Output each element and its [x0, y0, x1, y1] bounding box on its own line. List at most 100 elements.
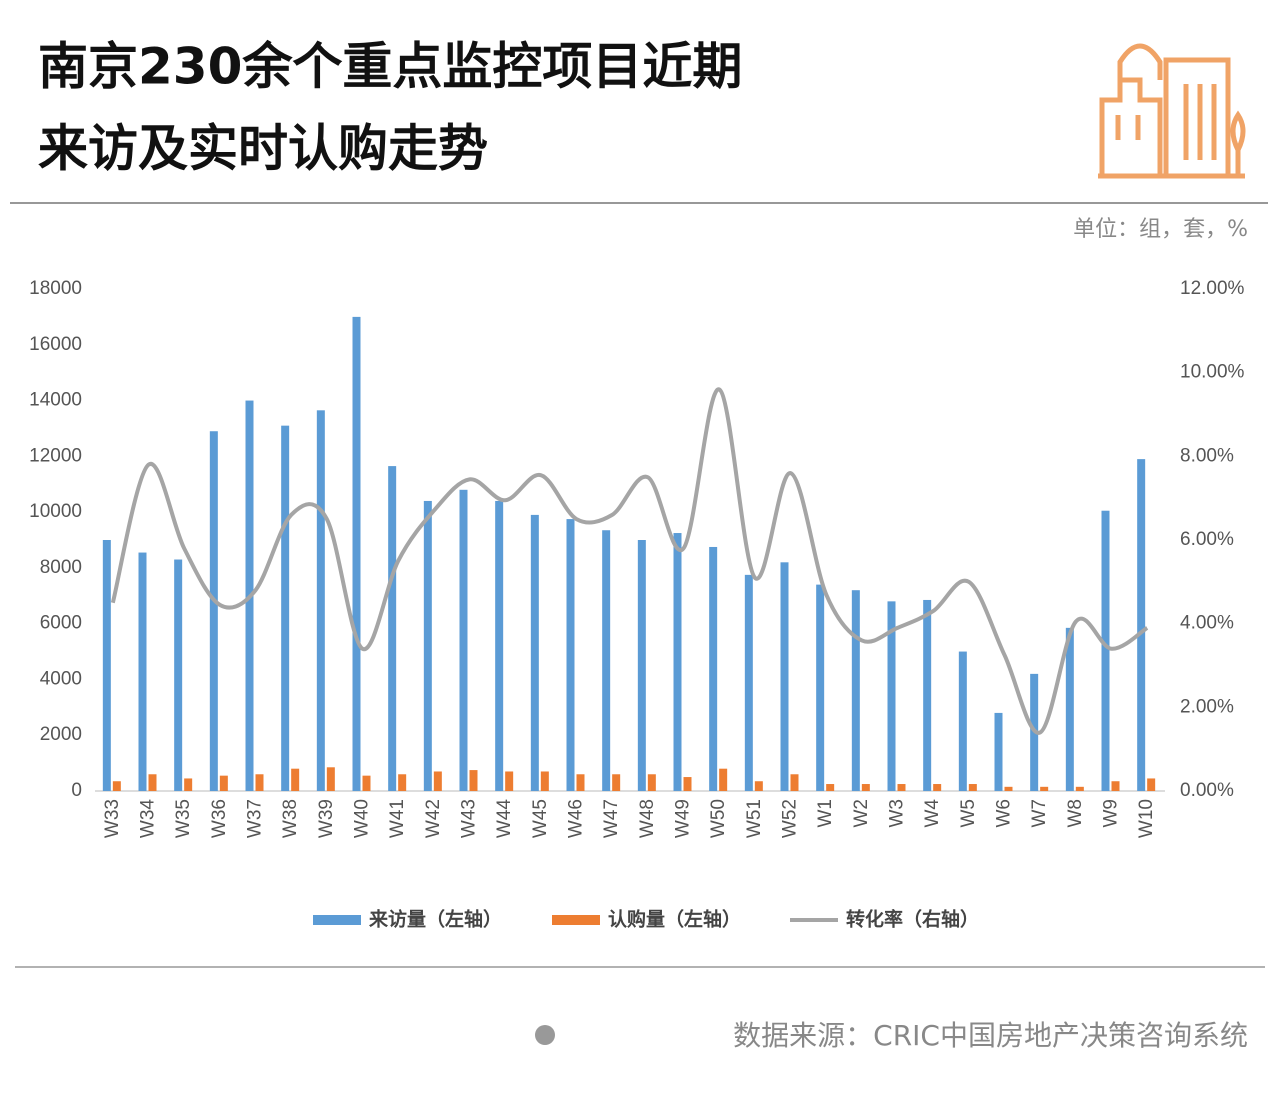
bar	[219, 775, 228, 791]
bar	[994, 712, 1003, 791]
y2-tick-label: 6.00%	[1180, 529, 1234, 550]
x-tick-label: W42	[423, 799, 444, 838]
bar	[1040, 786, 1049, 791]
x-tick-label: W45	[530, 799, 551, 838]
x-tick-label: W2	[851, 799, 872, 828]
x-tick-label: W5	[958, 799, 979, 828]
y-tick-label: 18000	[29, 278, 82, 299]
bar	[897, 784, 906, 791]
bar	[469, 770, 478, 791]
x-tick-label: W7	[1029, 799, 1050, 828]
y2-tick-label: 12.00%	[1180, 278, 1245, 299]
bar	[102, 540, 111, 791]
x-tick-label: W41	[387, 799, 408, 838]
bar	[933, 784, 942, 791]
bar	[566, 519, 575, 791]
bar	[398, 774, 407, 791]
bar	[255, 774, 264, 791]
x-tick-label: W49	[673, 799, 694, 838]
y2-tick-label: 0.00%	[1180, 780, 1234, 801]
bar	[780, 562, 789, 791]
x-tick-label: W50	[708, 799, 729, 838]
bar	[174, 559, 183, 791]
bar	[851, 590, 860, 791]
bar	[1137, 459, 1146, 791]
bar	[209, 431, 218, 791]
bar	[1147, 778, 1156, 791]
bar	[138, 552, 147, 791]
bar	[1111, 781, 1120, 791]
bar	[1075, 786, 1084, 791]
bar	[612, 774, 621, 791]
bar	[1004, 786, 1013, 791]
y-tick-label: 8000	[40, 557, 82, 578]
x-tick-label: W51	[744, 799, 765, 838]
x-tick-label: W36	[209, 799, 230, 838]
title-line: 来访及实时认购走势	[38, 120, 488, 178]
x-tick-label: W35	[173, 799, 194, 838]
bar	[647, 774, 656, 791]
bar	[790, 774, 799, 791]
legend-label: 认购量（左轴）	[608, 908, 741, 931]
x-tick-label: W33	[102, 799, 123, 838]
bar	[576, 774, 585, 791]
bar	[316, 410, 325, 791]
x-tick-label: W9	[1101, 799, 1122, 828]
bar	[326, 767, 335, 791]
bar	[958, 651, 967, 791]
x-tick-label: W10	[1136, 799, 1157, 838]
x-tick-label: W3	[887, 799, 908, 828]
bar	[281, 425, 290, 791]
x-tick-label: W46	[566, 799, 587, 838]
bar	[754, 781, 763, 791]
x-tick-label: W8	[1065, 799, 1086, 828]
bar	[637, 540, 646, 791]
bar	[744, 574, 753, 791]
source: 数据来源：CRIC中国房地产决策咨询系统	[733, 1019, 1248, 1052]
bar	[923, 599, 932, 791]
x-tick-label: W37	[245, 799, 266, 838]
x-tick-label: W4	[922, 799, 943, 828]
bar	[861, 784, 870, 791]
bar	[184, 778, 193, 791]
x-tick-label: W38	[280, 799, 301, 838]
x-tick-label: W44	[494, 799, 515, 839]
line	[110, 387, 1149, 735]
bar	[291, 768, 300, 791]
bar	[495, 500, 504, 791]
bar	[148, 774, 157, 791]
y-tick-label: 2000	[40, 724, 82, 745]
bar	[602, 530, 611, 791]
y-tick-label: 0	[71, 780, 82, 801]
y-tick-label: 6000	[40, 613, 82, 634]
bar	[433, 771, 442, 791]
bar	[423, 500, 432, 791]
bar	[719, 768, 728, 791]
y2-tick-label: 4.00%	[1180, 613, 1234, 634]
bar	[826, 784, 835, 791]
y2-tick-label: 8.00%	[1180, 445, 1234, 466]
y2-tick-label: 10.00%	[1180, 362, 1245, 383]
bar	[540, 771, 549, 791]
source-dot	[535, 1025, 555, 1045]
bar	[968, 784, 977, 791]
y2-tick-label: 2.00%	[1180, 696, 1234, 717]
y-tick-label: 4000	[40, 668, 82, 689]
x-tick-label: W1	[815, 799, 836, 828]
title-line: 南京230余个重点监控项目近期	[38, 38, 742, 96]
unit-note: 单位：组，套，%	[1073, 217, 1248, 242]
legend-label: 来访量（左轴）	[369, 908, 502, 931]
y-tick-label: 10000	[29, 501, 82, 522]
bar	[362, 775, 371, 791]
y-tick-label: 14000	[29, 390, 82, 411]
bar	[683, 777, 692, 791]
y-tick-label: 16000	[29, 334, 82, 355]
x-tick-label: W40	[352, 799, 373, 838]
bar	[352, 316, 361, 791]
bar	[388, 466, 397, 791]
bar	[112, 781, 121, 791]
x-tick-label: W39	[316, 799, 337, 838]
x-tick-label: W6	[994, 799, 1015, 828]
bar	[505, 771, 514, 791]
x-tick-label: W43	[459, 799, 480, 838]
